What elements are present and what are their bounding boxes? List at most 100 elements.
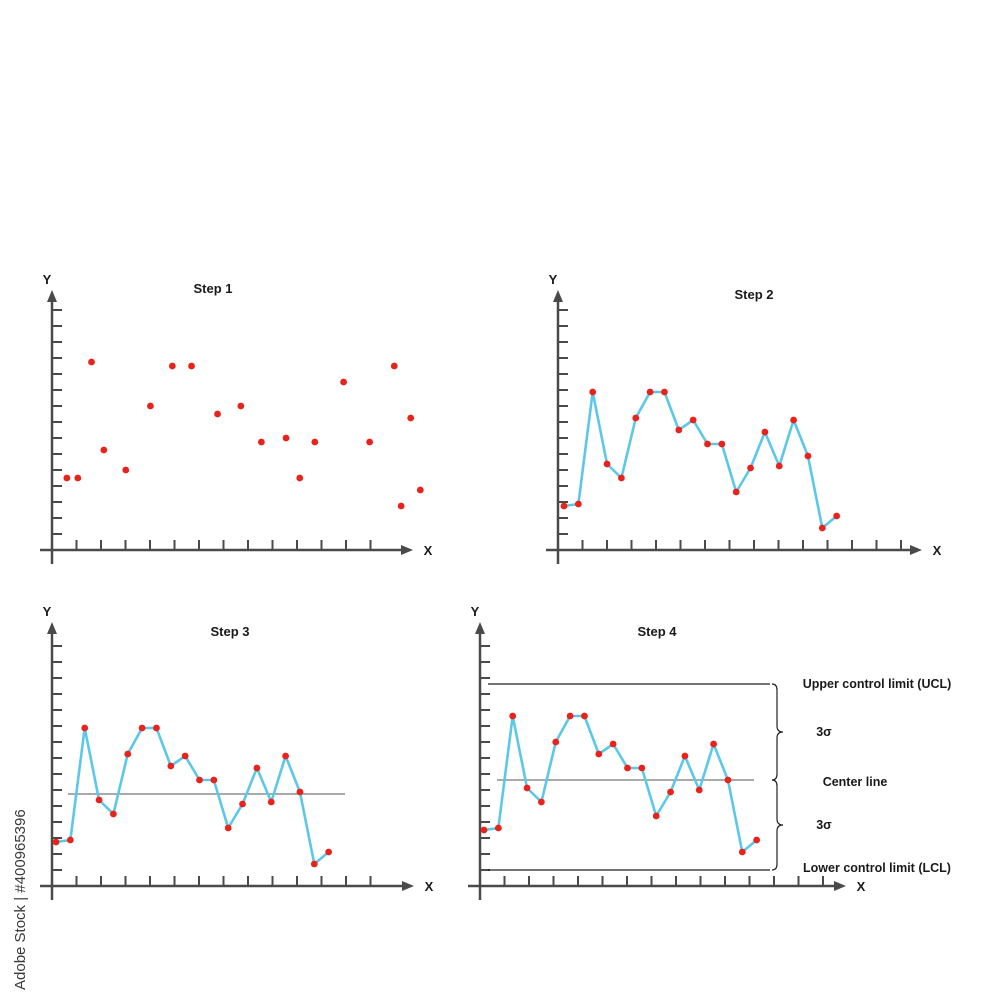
data-point <box>407 414 415 422</box>
x-ticks <box>75 540 372 550</box>
chart-panel-4: Y X Step 4 Upper control limit (UCL) 3σ Cente… <box>468 604 951 900</box>
x-axis-arrow <box>910 545 922 555</box>
sigma-lower-label: 3σ <box>816 818 832 832</box>
y-ticks <box>558 309 568 535</box>
data-point <box>147 402 154 410</box>
data-point <box>652 812 660 820</box>
data-point <box>718 440 726 448</box>
data-point <box>681 752 689 760</box>
data-point <box>603 460 611 468</box>
data-point <box>747 464 754 472</box>
stock-watermark: Adobe Stock | #400965396 <box>12 809 29 990</box>
data-point <box>188 362 195 370</box>
data-point <box>689 416 697 424</box>
data-point <box>509 712 517 720</box>
y-axis-label: Y <box>43 604 52 619</box>
data-point <box>122 466 130 474</box>
y-ticks <box>52 645 62 871</box>
data-point <box>282 434 290 442</box>
y-ticks <box>480 645 490 871</box>
x-axis-label: X <box>857 879 866 894</box>
y-axis-arrow <box>47 622 57 634</box>
data-point <box>210 776 218 784</box>
data-point <box>566 712 574 720</box>
series-line <box>563 390 838 530</box>
data-point <box>52 838 60 846</box>
data-point <box>804 452 812 460</box>
data-point <box>168 362 176 370</box>
data-point <box>63 474 71 482</box>
data-point <box>100 446 108 454</box>
data-point <box>761 428 769 436</box>
data-point <box>494 824 502 832</box>
chart-panel-1: Y X Step 1 <box>40 272 433 564</box>
data-point <box>74 474 82 482</box>
data-point <box>724 776 732 784</box>
axes <box>556 300 912 552</box>
data-point <box>95 796 103 804</box>
x-ticks <box>75 876 372 886</box>
data-point <box>833 512 841 520</box>
y-axis-label: Y <box>471 604 480 619</box>
data-point <box>66 836 74 844</box>
axes <box>478 632 836 888</box>
x-ticks <box>581 540 902 550</box>
data-point <box>257 438 265 446</box>
chart-title: Step 4 <box>637 624 677 639</box>
data-points <box>560 388 841 532</box>
data-point <box>538 798 545 806</box>
data-point <box>523 784 531 792</box>
y-axis-label: Y <box>43 272 52 287</box>
x-ticks <box>503 876 824 886</box>
y-axis-arrow <box>475 622 485 634</box>
data-point <box>704 440 711 448</box>
data-points <box>63 358 424 510</box>
data-point <box>253 764 261 772</box>
data-point <box>595 750 603 758</box>
chart-title: Step 1 <box>193 281 232 296</box>
data-point <box>366 438 374 446</box>
data-point <box>552 738 560 746</box>
series-line <box>55 726 330 866</box>
chart-title: Step 2 <box>734 287 773 302</box>
data-point <box>310 860 318 868</box>
data-point <box>282 752 289 760</box>
x-axis-arrow <box>401 545 413 555</box>
data-point <box>560 502 568 510</box>
data-point <box>790 416 797 424</box>
data-point <box>296 474 304 482</box>
data-point <box>732 488 740 496</box>
center-line-label: Center line <box>823 775 888 789</box>
data-point <box>224 824 232 832</box>
x-axis-arrow <box>834 881 846 891</box>
data-point <box>196 776 203 784</box>
data-point <box>397 502 405 510</box>
axes <box>50 632 404 888</box>
data-point <box>667 788 674 796</box>
chart-panel-3: Y X Step 3 <box>40 604 434 900</box>
data-point <box>124 750 132 758</box>
data-point <box>181 752 189 760</box>
data-point <box>609 740 617 748</box>
data-point <box>311 438 319 446</box>
data-point <box>695 786 703 794</box>
data-points <box>480 712 761 856</box>
data-point <box>237 402 245 410</box>
data-point <box>110 810 117 818</box>
data-point <box>239 800 246 808</box>
data-point <box>214 410 221 418</box>
data-point <box>738 848 746 856</box>
data-point <box>325 848 333 856</box>
data-point <box>646 388 654 396</box>
axes <box>50 300 403 552</box>
y-axis-arrow <box>47 290 57 302</box>
data-point <box>416 486 424 494</box>
lower-sigma-brace <box>771 779 784 871</box>
ucl-label: Upper control limit (UCL) <box>803 677 952 691</box>
data-points <box>52 724 333 868</box>
data-point <box>81 724 89 732</box>
x-axis-label: X <box>424 543 433 558</box>
x-axis-arrow <box>402 881 414 891</box>
data-point <box>624 764 631 772</box>
